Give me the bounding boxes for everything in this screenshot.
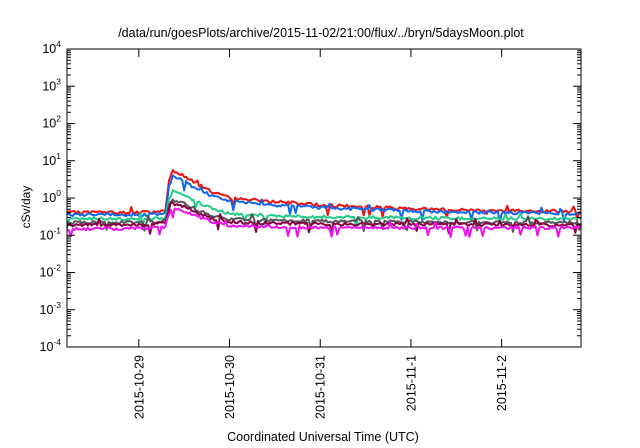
y-tick-label: 103	[42, 76, 61, 93]
y-axis: 10-4 10-3 10-2 10-1 100 101 102 103 104	[40, 39, 581, 354]
series-line-3	[66, 189, 582, 229]
x-tick-label: 2015-10-31	[314, 355, 328, 419]
series-line-4	[66, 198, 582, 233]
y-tick-label: 10-2	[40, 263, 62, 280]
x-tick-label: 2015-10-29	[132, 355, 146, 419]
x-axis: 2015-10-29 2015-10-30 2015-10-31 2015-11-1 2…	[132, 49, 509, 419]
y-tick-label: 10-1	[40, 225, 62, 242]
series-line-6	[66, 207, 582, 238]
series-layer	[66, 169, 582, 238]
x-tick-label: 2015-11-1	[404, 355, 418, 411]
y-tick-label: 101	[42, 151, 61, 168]
x-tick-label: 2015-10-30	[223, 355, 237, 419]
series-line-5	[66, 200, 582, 235]
y-axis-label: cSv/day	[19, 186, 33, 229]
x-axis-label: Coordinated Universal Time (UTC)	[227, 430, 419, 444]
y-tick-label: 10-3	[40, 300, 62, 317]
y-tick-label: 104	[42, 39, 61, 56]
y-tick-label: 102	[42, 114, 61, 131]
series-line-2	[66, 174, 582, 224]
chart-title: /data/run/goesPlots/archive/2015-11-02/2…	[118, 26, 524, 40]
y-tick-label: 10-4	[40, 337, 62, 354]
y-tick-label: 100	[42, 188, 61, 205]
plot-frame	[66, 48, 582, 348]
x-tick-label: 2015-11-2	[495, 355, 509, 411]
